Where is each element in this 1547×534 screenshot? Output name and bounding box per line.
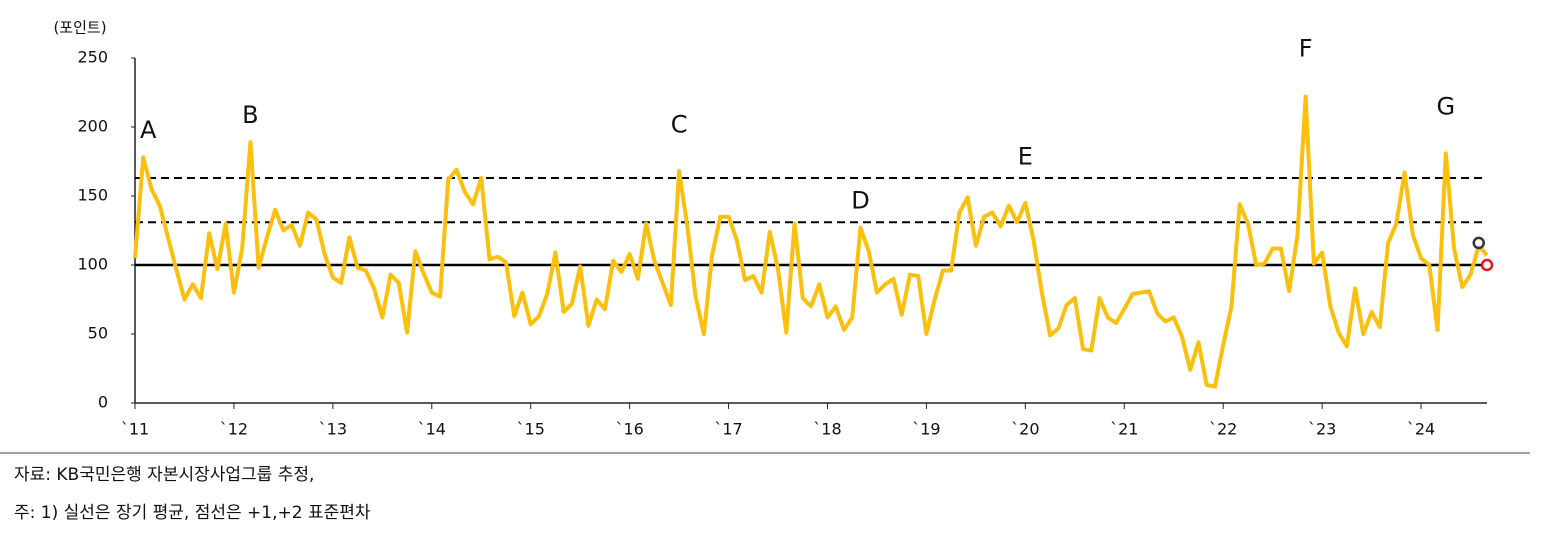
- x-tick-label: `19: [912, 420, 940, 439]
- x-tick-label: `14: [418, 420, 446, 439]
- x-tick-label: `17: [714, 420, 742, 439]
- marker: [1472, 236, 1486, 250]
- x-tick-label: `22: [1209, 420, 1237, 439]
- x-tick-label: `18: [813, 420, 841, 439]
- marker: [1480, 258, 1494, 272]
- x-tick-label: `12: [220, 420, 248, 439]
- footnote: 주: 1) 실선은 장기 평균, 점선은 +1,+2 표준편차: [14, 503, 371, 523]
- y-tick-label: 50: [88, 324, 108, 343]
- x-tick-label: `20: [1011, 420, 1039, 439]
- y-tick-label: 100: [77, 255, 108, 274]
- y-tick-label: 0: [98, 393, 108, 412]
- y-tick-label: 200: [77, 117, 108, 136]
- x-tick-label: `15: [517, 420, 545, 439]
- annotation: A: [140, 116, 157, 144]
- x-tick-label: `24: [1407, 420, 1435, 439]
- x-tick-label: `16: [615, 420, 643, 439]
- annotation: G: [1436, 93, 1455, 121]
- line-series: [133, 94, 1489, 389]
- annotation: D: [851, 187, 869, 215]
- annotation: F: [1299, 35, 1313, 63]
- y-tick-label: 250: [77, 48, 108, 67]
- y-tick-label: 150: [77, 186, 108, 205]
- annotation: C: [671, 111, 688, 139]
- x-tick-label: `11: [121, 420, 149, 439]
- annotation: E: [1018, 142, 1033, 170]
- source-note: 자료: KB국민은행 자본시장사업그룹 추정,: [14, 465, 314, 485]
- x-tick-label: `13: [319, 420, 347, 439]
- y-axis-label: (포인트): [53, 19, 106, 37]
- x-tick-label: `23: [1308, 420, 1336, 439]
- x-tick-label: `21: [1110, 420, 1138, 439]
- annotation: B: [242, 101, 258, 129]
